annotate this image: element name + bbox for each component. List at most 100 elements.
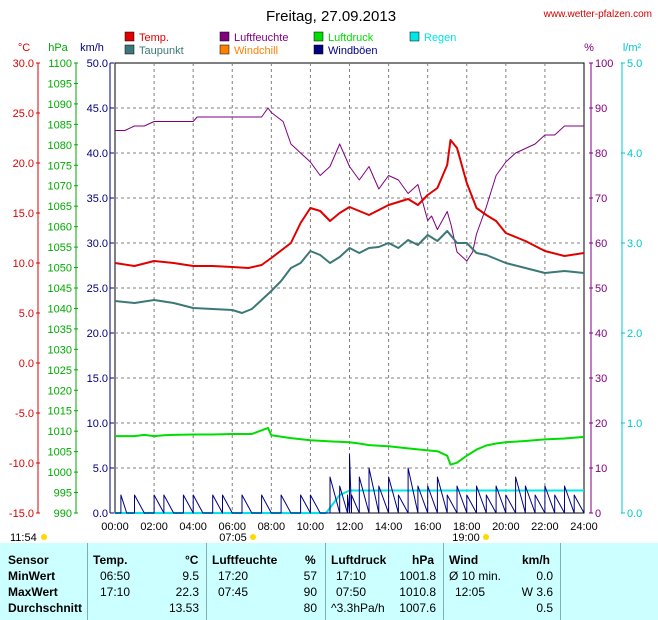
pressure-axis-tick-label: 1080 (48, 140, 72, 152)
pressure-axis-tick-label: 1000 (48, 467, 72, 479)
wind-axis-tick-label: 45.0 (87, 103, 108, 115)
humidity-axis-tick-label: 80 (595, 148, 607, 160)
legend-label: Windböen (328, 45, 378, 57)
temp-value: 22.3 (175, 585, 199, 599)
pressure-axis-tick-label: 1100 (48, 58, 72, 70)
table-divider (87, 543, 88, 620)
sunset-label: 19:00 (452, 532, 480, 543)
legend-swatch (124, 44, 135, 55)
humidity-axis-tick-label: 60 (595, 238, 607, 250)
time-tick-label: 06:00 (218, 521, 246, 533)
table-divider (443, 543, 444, 620)
wind-unit-label: km/h (80, 42, 104, 54)
pressure-axis-tick-label: 990 (54, 508, 72, 520)
header-temp-unit: °C (185, 553, 199, 567)
rain-axis-tick-label: 2.0 (627, 328, 642, 340)
humidity-axis-tick-label: 100 (595, 58, 613, 70)
header-sensor: Sensor (8, 553, 49, 567)
wind-axis-tick-label: 40.0 (87, 148, 108, 160)
pressure-axis-tick-label: 1070 (48, 181, 72, 193)
wind-value: 0.0 (536, 569, 553, 583)
pressure-value: 1007.6 (399, 601, 436, 615)
humidity-axis-tick-label: 40 (595, 328, 607, 340)
temp-axis-tick-label: -5.0 (15, 408, 34, 420)
pressure-axis-tick-label: 1050 (48, 263, 72, 275)
pressure-axis-tick-label: 1045 (48, 283, 72, 295)
wind-axis-tick-label: 5.0 (93, 463, 108, 475)
pressure-axis-tick-label: 1030 (48, 344, 72, 356)
pressure-axis-tick-label: 1055 (48, 242, 72, 254)
pressure-axis-tick-label: 1095 (48, 78, 72, 90)
humidity-value: 57 (303, 569, 317, 583)
humidity-time: 17:20 (218, 569, 249, 583)
header-humidity-unit: % (305, 553, 316, 567)
temp-value: 9.5 (182, 569, 199, 583)
humidity-unit-label: % (584, 42, 594, 54)
legend-swatch (313, 44, 324, 55)
pressure-value: 1001.8 (399, 569, 436, 583)
wind-time: Ø 10 min. (449, 569, 502, 583)
series-line-luftfeuchte (115, 107, 584, 262)
time-tick-label: 18:00 (453, 521, 481, 533)
daylight-label: 11:54 (10, 532, 37, 543)
wind-axis-tick-label: 0.0 (93, 508, 108, 520)
legend-label: Luftfeuchte (234, 32, 288, 44)
sunset-icon (483, 534, 489, 540)
plot-area (114, 107, 585, 514)
time-tick-label: 10:00 (297, 521, 325, 533)
wind-axis-tick-label: 20.0 (87, 328, 108, 340)
pressure-axis-tick-label: 1020 (48, 385, 72, 397)
temp-value: 13.53 (168, 601, 199, 615)
series-line-windben (115, 454, 585, 514)
header-wind: Wind (449, 553, 479, 567)
pressure-time: 07:50 (336, 585, 367, 599)
legend: Temp. Luftfeuchte Luftdruck Regen Taupunkt Wi… (124, 31, 456, 57)
wind-axis-tick-label: 15.0 (87, 373, 108, 385)
sunrise-icon (250, 534, 256, 540)
temp-axis-tick-label: -10.0 (9, 458, 34, 470)
rain-unit-label: l/m² (623, 42, 642, 54)
temp-axis-tick-label: 25.0 (13, 108, 34, 120)
legend-swatch (124, 31, 135, 42)
series-line-temp (114, 139, 585, 269)
time-tick-label: 12:00 (336, 521, 364, 533)
series-line-taupunkt (114, 230, 585, 314)
header-wind-unit: km/h (522, 553, 551, 567)
temp-axis-tick-label: 0.0 (19, 358, 34, 370)
time-tick-label: 14:00 (375, 521, 403, 533)
site-link[interactable]: www.wetter-pfalzen.com (543, 9, 652, 20)
pressure-axis-tick-label: 1010 (48, 426, 72, 438)
row-label: Durchschnitt (8, 601, 83, 615)
time-tick-label: 24:00 (570, 521, 598, 533)
row-label: MinWert (8, 569, 56, 583)
rain-axis-tick-label: 4.0 (627, 148, 642, 160)
wind-axis-tick-label: 25.0 (87, 283, 108, 295)
temp-unit-label: °C (18, 42, 30, 54)
time-tick-label: 22:00 (531, 521, 559, 533)
rain-axis-tick-label: 3.0 (627, 238, 642, 250)
stats-table: Sensor Temp. °C Luftfeuchte % Luftdruck … (0, 543, 658, 620)
legend-label: Windchill (234, 45, 278, 57)
table-divider (325, 543, 326, 620)
wind-axis-tick-label: 10.0 (87, 418, 108, 430)
pressure-axis-tick-label: 1090 (48, 99, 72, 111)
legend-swatch (313, 31, 324, 42)
pressure-axis-tick-label: 1015 (48, 406, 72, 418)
table-divider (560, 543, 561, 620)
header-pressure-unit: hPa (412, 553, 435, 567)
humidity-time: 07:45 (218, 585, 249, 599)
humidity-axis-tick-label: 10 (595, 463, 607, 475)
temp-axis-tick-label: 10.0 (13, 258, 34, 270)
pressure-axis-tick-label: 1005 (48, 447, 72, 459)
pressure-axis-tick-label: 1065 (48, 201, 72, 213)
temp-axis-tick-label: 30.0 (13, 58, 34, 70)
time-tick-label: 08:00 (258, 521, 286, 533)
header-temp: Temp. (93, 553, 128, 567)
temp-axis-tick-label: 15.0 (13, 208, 34, 220)
chart-title: Freitag, 27.09.2013 (266, 8, 396, 25)
legend-swatch (219, 31, 230, 42)
rain-axis-tick-label: 5.0 (627, 58, 642, 70)
wind-value: 0.5 (536, 601, 553, 615)
pressure-axis-tick-label: 995 (54, 488, 72, 500)
humidity-axis-tick-label: 30 (595, 373, 607, 385)
